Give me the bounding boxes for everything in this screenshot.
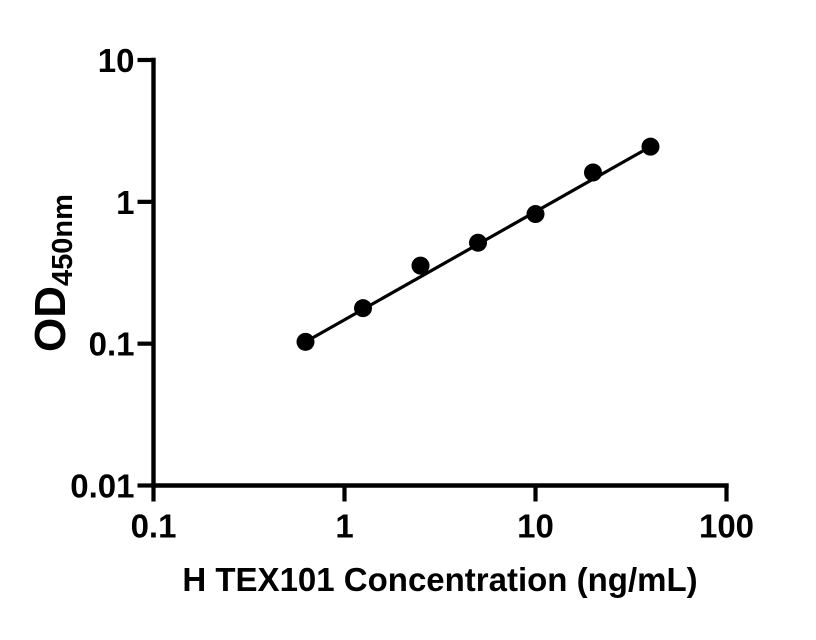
y-tick-label: 10	[98, 42, 135, 79]
data-point	[526, 205, 545, 224]
y-tick-label: 0.1	[89, 326, 135, 363]
data-points	[296, 137, 660, 351]
data-point	[354, 299, 373, 318]
x-tick-label: 10	[517, 508, 554, 545]
data-point	[583, 163, 602, 182]
y-tick-label: 1	[116, 184, 134, 221]
y-axis: 10 1 0.1 0.01	[70, 42, 156, 505]
x-tick-label: 100	[699, 508, 754, 545]
y-axis-title-subscript: 450nm	[47, 194, 79, 286]
x-axis: 0.1 1 10 100	[131, 483, 754, 545]
x-axis-title: H TEX101 Concentration (ng/mL)	[182, 561, 697, 598]
data-point	[296, 332, 315, 351]
data-point	[469, 233, 488, 252]
y-axis-title: OD450nm	[26, 194, 79, 352]
data-point	[641, 137, 660, 156]
x-tick-label: 0.1	[131, 508, 177, 545]
y-tick-label: 0.01	[70, 468, 134, 505]
data-point	[411, 256, 430, 275]
x-tick-label: 1	[335, 508, 353, 545]
y-axis-title-main: OD	[26, 286, 75, 352]
